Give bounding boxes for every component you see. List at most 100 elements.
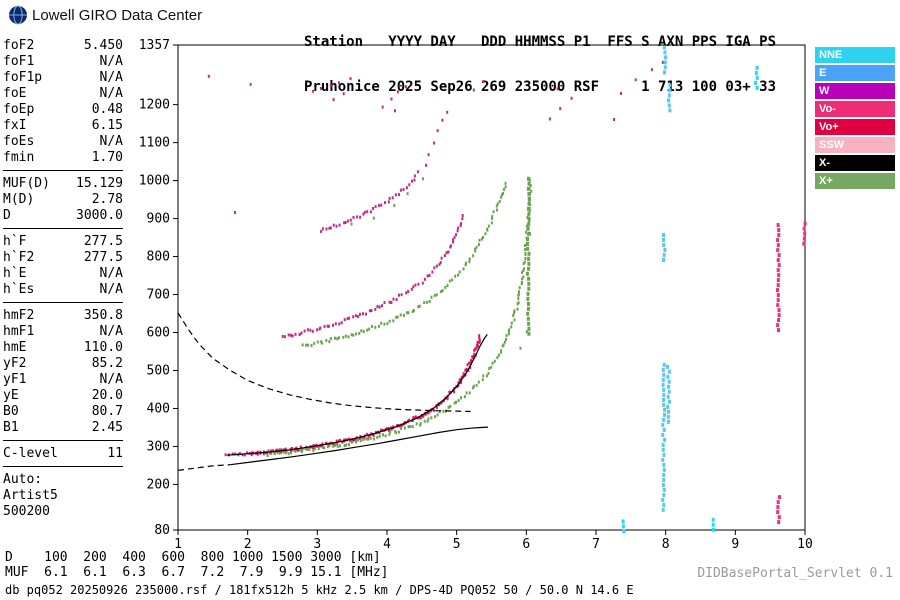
svg-text:2: 2 — [244, 537, 252, 552]
page-title: Lowell GIRO Data Center — [32, 7, 203, 24]
param-label: fmin — [3, 150, 35, 165]
svg-text:4: 4 — [383, 537, 391, 552]
param-value: 80.7 — [91, 404, 123, 419]
param-label: fxI — [3, 118, 27, 133]
param-label: D — [3, 208, 11, 223]
station-header-line1: Station YYYY DAY DDD HHMMSS P1 FFS S AXN… — [304, 34, 777, 50]
ionogram-plot: 1 2 3 4 5 6 7 8 9 10 80 200 300 400 500 600 700 800 900 100… — [139, 38, 813, 552]
legend-item-x+: X+ — [815, 173, 895, 189]
param-label: hmE — [3, 340, 27, 355]
svg-text:3: 3 — [313, 537, 321, 552]
param-label: Auto: — [3, 472, 43, 487]
svg-text:1357: 1357 — [139, 38, 170, 53]
param-value: 0.48 — [91, 102, 123, 117]
param-row: h`F2 277.5 — [3, 250, 123, 266]
svg-text:7: 7 — [592, 537, 600, 552]
param-label: yE — [3, 388, 19, 403]
legend-item-vo+: Vo+ — [815, 119, 895, 135]
file-info: db pq052 20250926 235000.rsf / 181fx512h… — [5, 583, 634, 597]
svg-text:1000: 1000 — [139, 174, 170, 189]
param-value: N/A — [99, 324, 123, 339]
svg-text:8: 8 — [662, 537, 670, 552]
param-row: foF1p N/A — [3, 70, 123, 86]
param-value: 277.5 — [83, 250, 123, 265]
param-row: foF1 N/A — [3, 54, 123, 70]
separator-line — [3, 228, 123, 229]
param-value: N/A — [99, 266, 123, 281]
svg-text:10: 10 — [797, 537, 813, 552]
param-row: Artist5 — [3, 488, 123, 504]
legend-item-x-: X- — [815, 155, 895, 171]
separator-line — [3, 466, 123, 467]
param-value: 350.8 — [83, 308, 123, 323]
param-row: foE N/A — [3, 86, 123, 102]
svg-text:1200: 1200 — [139, 98, 170, 113]
param-value: N/A — [99, 282, 123, 297]
param-value: 1.70 — [91, 150, 123, 165]
param-value: 11 — [107, 446, 123, 461]
param-label: hmF1 — [3, 324, 35, 339]
legend-item-vo-: Vo- — [815, 101, 895, 117]
param-label: h`F2 — [3, 250, 35, 265]
svg-text:9: 9 — [731, 537, 739, 552]
param-row: fmin 1.70 — [3, 150, 123, 166]
param-row: Auto: — [3, 472, 123, 488]
param-value: 20.0 — [91, 388, 123, 403]
svg-text:5: 5 — [453, 537, 461, 552]
param-row: hmE 110.0 — [3, 340, 123, 356]
svg-text:200: 200 — [147, 477, 170, 492]
legend-item-e: E — [815, 65, 895, 81]
param-row: 500200 — [3, 504, 123, 520]
param-value: 85.2 — [91, 356, 123, 371]
param-label: hmF2 — [3, 308, 35, 323]
param-value: N/A — [99, 54, 123, 69]
param-panel: foF2 5.450 foF1 N/A foF1p N/A foE N/A foEp 0.48 fx… — [3, 38, 123, 520]
param-row: foF2 5.450 — [3, 38, 123, 54]
param-row: B0 80.7 — [3, 404, 123, 420]
giro-logo-icon — [9, 5, 27, 25]
legend-item-nne: NNE — [815, 47, 895, 63]
separator-line — [3, 302, 123, 303]
param-label: foE — [3, 86, 27, 101]
param-value: 15.129 — [76, 176, 123, 191]
param-value: N/A — [99, 372, 123, 387]
legend-item-w: W — [815, 83, 895, 99]
param-label: foEs — [3, 134, 35, 149]
muf-row: MUF 6.1 6.1 6.3 6.7 7.2 7.9 9.9 15.1 [MH… — [5, 565, 389, 580]
param-value: N/A — [99, 86, 123, 101]
param-row: yF2 85.2 — [3, 356, 123, 372]
param-row: B1 2.45 — [3, 420, 123, 436]
legend: NNE E W Vo- Vo+ SSW X- X+ — [815, 47, 895, 191]
param-label: B1 — [3, 420, 19, 435]
param-label: yF2 — [3, 356, 27, 371]
svg-text:400: 400 — [147, 401, 170, 416]
muf-distance-table: D 100 200 400 600 800 1000 1500 3000 [km… — [5, 550, 389, 580]
param-label: MUF(D) — [3, 176, 50, 191]
param-label: 500200 — [3, 504, 50, 519]
param-value: 5.450 — [83, 38, 123, 53]
param-label: h`Es — [3, 282, 35, 297]
svg-text:700: 700 — [147, 288, 170, 303]
param-value: 6.15 — [91, 118, 123, 133]
param-row: hmF1 N/A — [3, 324, 123, 340]
param-row: h`Es N/A — [3, 282, 123, 298]
param-row: yF1 N/A — [3, 372, 123, 388]
param-label: foF2 — [3, 38, 35, 53]
svg-text:80: 80 — [154, 523, 170, 538]
param-row: foEs N/A — [3, 134, 123, 150]
param-label: h`E — [3, 266, 27, 281]
param-label: Artist5 — [3, 488, 58, 503]
svg-text:900: 900 — [147, 212, 170, 227]
param-row: hmF2 350.8 — [3, 308, 123, 324]
separator-line — [3, 170, 123, 171]
param-label: yF1 — [3, 372, 27, 387]
param-value: 2.45 — [91, 420, 123, 435]
param-label: foEp — [3, 102, 35, 117]
param-row: D 3000.0 — [3, 208, 123, 224]
separator-line — [3, 440, 123, 441]
svg-text:1: 1 — [174, 537, 182, 552]
param-row: MUF(D) 15.129 — [3, 176, 123, 192]
param-row: yE 20.0 — [3, 388, 123, 404]
svg-text:300: 300 — [147, 439, 170, 454]
